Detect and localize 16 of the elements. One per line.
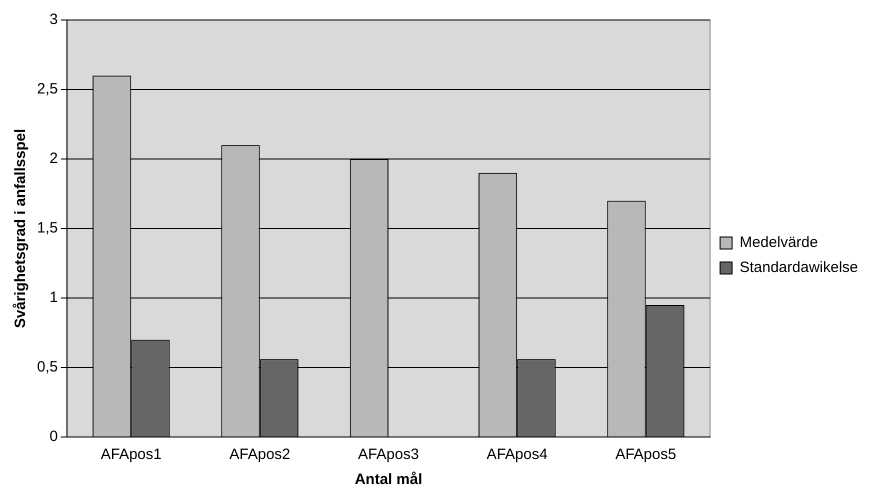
x-tick-label: AFApos2 [229,446,290,464]
y-tick-label: 0 [50,428,58,446]
y-tick-label: 2 [50,150,58,168]
y-tick-label: 2,5 [36,80,58,98]
x-tick-label: AFApos5 [615,446,676,464]
y-tick-label: 1,5 [36,220,58,237]
x-tick-label: AFApos4 [486,446,548,464]
legend-label: Standardawikelse [740,259,858,276]
y-tick-label: 3 [50,11,58,28]
x-tick-label: AFApos1 [100,446,162,464]
y-tick-label: 1 [50,289,58,306]
legend-label: Medelvärde [740,234,818,252]
y-axis-title: Svårighetsgrad i anfallsspel [12,128,30,328]
x-axis-title: Antal mål [354,471,422,488]
y-tick-label: 0,5 [36,358,58,376]
x-tick-label: AFApos3 [358,446,419,464]
